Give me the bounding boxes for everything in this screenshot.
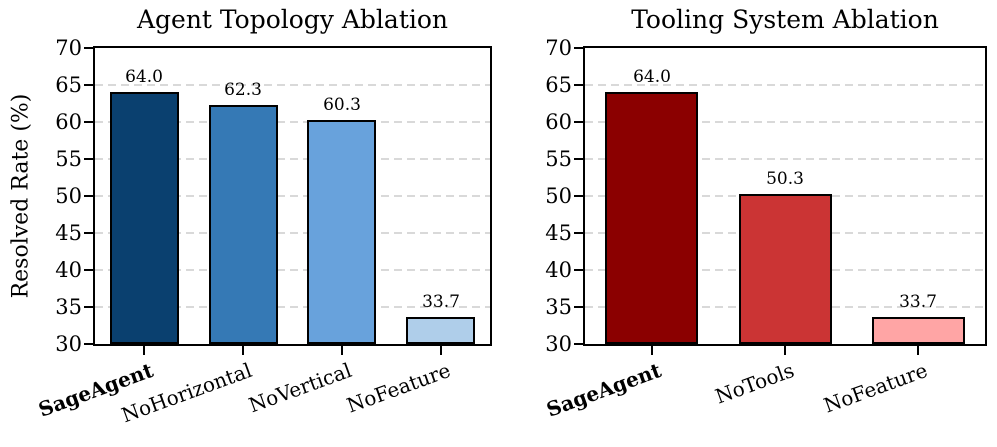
- gridline: [95, 195, 490, 197]
- x-tick-mark: [784, 346, 786, 355]
- bar-value-label: 50.3: [766, 168, 804, 189]
- y-tick-label: 50: [545, 184, 572, 208]
- y-tick-mark: [574, 232, 583, 234]
- y-tick-mark: [84, 195, 93, 197]
- gridline: [95, 306, 490, 308]
- bar: [307, 119, 376, 344]
- y-tick-mark: [84, 232, 93, 234]
- gridline: [95, 84, 490, 86]
- y-tick-label: 35: [55, 295, 82, 319]
- bar: [110, 92, 179, 344]
- chart-title: Tooling System Ablation: [631, 5, 939, 34]
- y-tick-label: 30: [55, 332, 82, 356]
- y-tick-label: 60: [55, 110, 82, 134]
- y-tick-label: 70: [545, 36, 572, 60]
- y-tick-label: 40: [55, 258, 82, 282]
- y-tick-label: 65: [545, 73, 572, 97]
- bar: [605, 92, 698, 344]
- x-tick-label: SageAgent: [543, 358, 665, 422]
- y-tick-label: 35: [545, 295, 572, 319]
- x-tick-mark: [917, 346, 919, 355]
- y-tick-mark: [84, 306, 93, 308]
- bar: [872, 316, 965, 344]
- y-tick-label: 40: [545, 258, 572, 282]
- y-tick-mark: [574, 306, 583, 308]
- x-tick-mark: [242, 346, 244, 355]
- gridline: [585, 84, 985, 86]
- y-tick-mark: [84, 84, 93, 86]
- y-tick-mark: [84, 121, 93, 123]
- y-tick-mark: [574, 121, 583, 123]
- chart-title: Agent Topology Ablation: [136, 5, 449, 34]
- x-tick-mark: [143, 346, 145, 355]
- bar: [209, 104, 278, 344]
- x-tick-label: NoFeature: [820, 358, 931, 418]
- x-tick-label: NoTools: [711, 358, 798, 409]
- y-tick-label: 45: [55, 221, 82, 245]
- bar-value-label: 33.7: [422, 291, 460, 312]
- y-tick-mark: [574, 195, 583, 197]
- gridline: [585, 121, 985, 123]
- bar: [406, 316, 475, 344]
- x-tick-mark: [651, 346, 653, 355]
- x-tick-mark: [341, 346, 343, 355]
- y-tick-label: 55: [55, 147, 82, 171]
- gridline: [95, 232, 490, 234]
- y-tick-mark: [574, 343, 583, 345]
- gridline: [95, 121, 490, 123]
- y-tick-mark: [84, 158, 93, 160]
- y-tick-label: 50: [55, 184, 82, 208]
- y-tick-mark: [84, 269, 93, 271]
- y-tick-mark: [574, 269, 583, 271]
- bar: [739, 193, 832, 344]
- bar-value-label: 62.3: [224, 79, 262, 100]
- bar-value-label: 64.0: [125, 67, 163, 88]
- y-tick-label: 30: [545, 332, 572, 356]
- bar-value-label: 60.3: [323, 94, 361, 115]
- y-tick-label: 60: [545, 110, 572, 134]
- y-tick-mark: [574, 47, 583, 49]
- bar-value-label: 64.0: [633, 67, 671, 88]
- y-tick-mark: [84, 343, 93, 345]
- y-tick-mark: [574, 84, 583, 86]
- gridline: [585, 158, 985, 160]
- y-tick-label: 65: [55, 73, 82, 97]
- y-tick-label: 55: [545, 147, 572, 171]
- y-tick-label: 70: [55, 36, 82, 60]
- bar-value-label: 33.7: [899, 291, 937, 312]
- y-tick-mark: [574, 158, 583, 160]
- gridline: [95, 158, 490, 160]
- x-tick-mark: [440, 346, 442, 355]
- gridline: [95, 269, 490, 271]
- y-tick-mark: [84, 47, 93, 49]
- y-tick-label: 45: [545, 221, 572, 245]
